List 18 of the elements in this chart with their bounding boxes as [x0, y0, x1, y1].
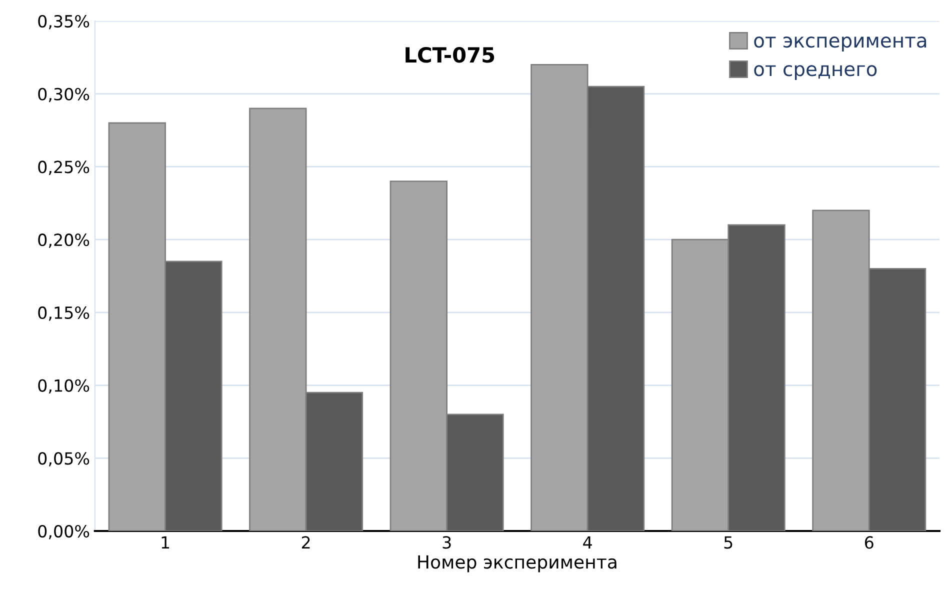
y-tick-label: 0,20%	[38, 234, 90, 248]
x-axis-title: Номер эксперимента	[418, 555, 616, 572]
x-tick-label: 1	[162, 536, 170, 549]
y-tick-label: 0,25%	[38, 160, 90, 175]
y-tick-label: 0,10%	[38, 379, 90, 394]
x-tick-label: 6	[864, 536, 874, 549]
y-tick-label: 0,35%	[38, 14, 90, 30]
y-tick-label: 0,30%	[38, 88, 90, 102]
x-tick-label: 3	[442, 536, 451, 549]
legend-label: от эксперимента	[754, 36, 926, 52]
y-tick-label: 0,05%	[38, 452, 90, 466]
y-tick-label: 0,15%	[38, 306, 90, 321]
legend-label: от среднего	[754, 65, 877, 80]
x-tick-label: 2	[302, 536, 310, 549]
x-tick-label: 4	[583, 536, 592, 549]
text: LCT-075	[406, 46, 494, 63]
y-tick-label: 0,00%	[38, 524, 90, 540]
x-tick-label: 5	[724, 536, 732, 549]
